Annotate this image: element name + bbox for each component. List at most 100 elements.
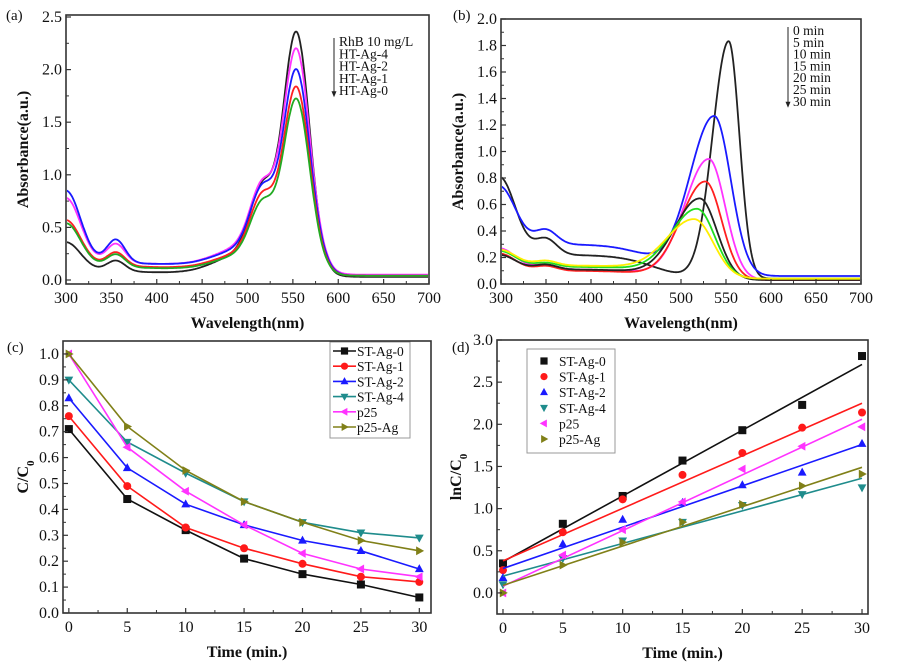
- x-axis-label: Time (min.): [642, 645, 723, 662]
- data-point: [798, 423, 807, 432]
- y-tick-label: 0.9: [39, 372, 59, 389]
- data-point: [298, 570, 307, 579]
- data-point: [240, 544, 249, 553]
- legend-entry: p25: [559, 416, 580, 431]
- series-p25-Ag: [65, 349, 425, 556]
- legend-entry: HT-Ag-4: [339, 46, 388, 61]
- data-point: [858, 408, 867, 417]
- y-tick-label: 0.4: [39, 501, 59, 518]
- data-point: [297, 549, 306, 558]
- legend-entry: 0 min: [793, 23, 824, 38]
- y-axis-label: lnC/C0: [448, 453, 470, 500]
- x-tick-label: 25: [794, 620, 810, 637]
- data-point: [356, 546, 366, 555]
- data-point: [559, 560, 568, 570]
- legend-entry: 10 min: [793, 47, 831, 62]
- legend-marker: [340, 377, 349, 385]
- series-line-HT-Ag-2: [67, 68, 428, 277]
- data-point: [739, 500, 748, 509]
- x-tick-label: 450: [190, 290, 214, 307]
- legend-entry: ST-Ag-1: [357, 359, 404, 374]
- x-tick-label: 500: [669, 290, 693, 307]
- y-tick-label: 0.1: [39, 579, 59, 596]
- data-point: [356, 529, 366, 538]
- data-point: [298, 559, 307, 568]
- data-point: [122, 438, 132, 447]
- data-point: [677, 497, 686, 507]
- data-point: [679, 517, 688, 527]
- data-point: [181, 499, 191, 508]
- data-point: [414, 534, 424, 543]
- data-point: [618, 495, 627, 504]
- data-point: [240, 554, 249, 563]
- series-line: [68, 428, 420, 599]
- series-line-HT-Ag-1: [67, 85, 428, 277]
- y-axis-label: C/C0: [15, 460, 37, 494]
- data-point: [858, 352, 867, 361]
- panel-label: (d): [452, 340, 470, 356]
- data-point: [356, 580, 365, 589]
- legend-entry: ST-Ag-0: [559, 354, 606, 369]
- y-tick-label: 0.0: [42, 272, 62, 289]
- legend-marker: [340, 347, 349, 355]
- y-tick-label: 0.2: [39, 553, 59, 570]
- series-ST-Ag-0: [64, 425, 424, 602]
- data-point: [558, 539, 568, 548]
- data-point: [414, 572, 423, 582]
- x-tick-label: 0: [499, 620, 507, 637]
- data-point: [416, 546, 425, 556]
- series-line-20-min: [502, 197, 860, 281]
- data-point: [356, 564, 365, 574]
- y-tick-label: 0.0: [477, 276, 497, 293]
- x-tick-label: 20: [734, 620, 750, 637]
- data-point: [558, 550, 567, 560]
- legend-marker: [540, 373, 548, 381]
- y-axis-label: Absorbance(a.u.): [450, 93, 467, 210]
- series-ST-Ag-1: [64, 412, 424, 586]
- plot-frame: [62, 340, 432, 614]
- legend-entry: p25-Ag: [559, 432, 600, 447]
- legend-arrow-head-icon: [331, 91, 337, 98]
- legend-box: [329, 341, 411, 439]
- legend-marker: [341, 423, 349, 431]
- y-tick-label: 0.0: [473, 585, 493, 602]
- data-point: [65, 349, 74, 359]
- data-point: [357, 536, 366, 545]
- data-point: [558, 519, 567, 528]
- y-tick-label: 2.0: [477, 11, 497, 28]
- legend-entry: RhB 10 mg/L: [339, 34, 413, 49]
- x-tick-label: 650: [804, 290, 828, 307]
- x-tick-label: 450: [624, 290, 648, 307]
- panel-a: RhB 10 mg/LHT-Ag-4HT-Ag-2HT-Ag-1HT-Ag-0 3…: [6, 8, 441, 332]
- series-line-HT-Ag-0: [67, 97, 428, 277]
- y-tick-label: 1.0: [473, 501, 493, 518]
- x-tick-label: 5: [559, 620, 567, 637]
- data-point: [798, 400, 807, 409]
- data-point: [299, 517, 308, 527]
- legend-entry: ST-Ag-1: [559, 370, 606, 385]
- y-tick-label: 0.8: [39, 398, 59, 415]
- legend-entry: HT-Ag-1: [339, 71, 388, 86]
- data-point: [356, 572, 365, 581]
- data-point: [738, 426, 747, 435]
- legend-entry: p25: [357, 405, 378, 420]
- x-tick-label: 400: [145, 290, 169, 307]
- panel-label: (c): [7, 340, 24, 356]
- data-point: [797, 491, 807, 500]
- x-tick-label: 10: [615, 620, 631, 637]
- y-tick-label: 0.7: [39, 424, 59, 441]
- legend-entry: HT-Ag-0: [339, 83, 388, 98]
- plot-area: [64, 349, 425, 602]
- legend: RhB 10 mg/LHT-Ag-4HT-Ag-2HT-Ag-1HT-Ag-0: [331, 34, 413, 98]
- data-point: [617, 525, 626, 535]
- x-tick-label: 300: [489, 290, 513, 307]
- data-point: [414, 564, 424, 573]
- data-point: [498, 559, 507, 568]
- data-point: [618, 514, 628, 523]
- x-tick-label: 700: [417, 290, 441, 307]
- x-tick-label: 350: [99, 290, 123, 307]
